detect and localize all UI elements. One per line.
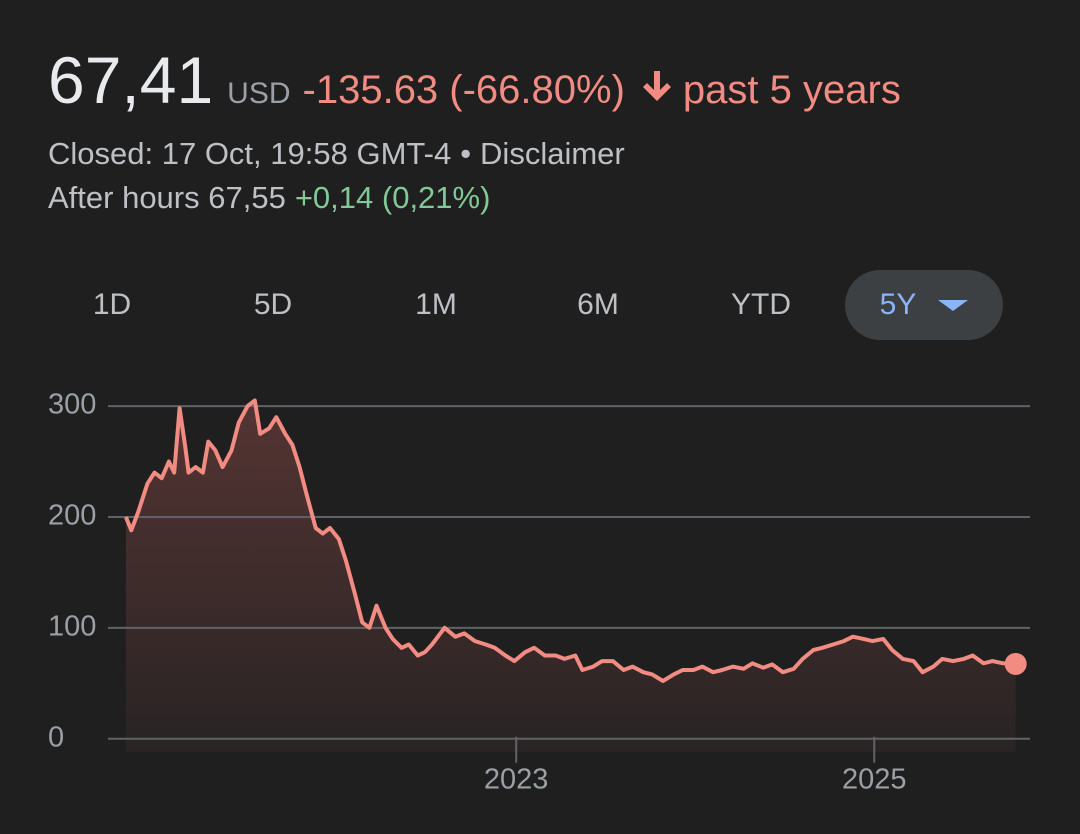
range-button[interactable]: 1M (415, 288, 457, 321)
status-row: Closed: 17 Oct, 19:58 GMT-4 • Disclaimer (48, 136, 625, 172)
range-button[interactable]: 1D (92, 288, 132, 321)
price: 67,41 (48, 43, 214, 117)
quote-row: 67,41 USD -135.63 (-66.80%) past 5 years (48, 42, 901, 118)
currency: USD (227, 77, 291, 110)
x-tick-label: 2023 (484, 764, 549, 796)
y-tick-label: 300 (48, 389, 96, 421)
y-tick-label: 200 (48, 500, 96, 532)
area-fill (125, 400, 1016, 752)
x-tick-label: 2025 (842, 764, 907, 796)
after-hours: After hours 67,55 (48, 180, 286, 215)
change: -135.63 (-66.80%) (302, 68, 625, 112)
range-label: 5Y (879, 288, 917, 321)
period: past 5 years (682, 68, 901, 112)
down-arrow (642, 71, 671, 101)
y-tick-label: 0 (48, 721, 64, 753)
dropdown-icon (938, 300, 969, 311)
closed: Closed: 17 Oct, 19:58 GMT-4 (48, 136, 452, 171)
y-tick-label: 100 (48, 610, 96, 642)
separator: • (460, 136, 472, 171)
range-button-selected[interactable]: 5Y (845, 270, 1003, 340)
after-hours-row: After hours 67,55 +0,14 (0,21%) (48, 180, 490, 216)
range-button[interactable]: 6M (577, 288, 619, 321)
price-line (124, 398, 1016, 683)
disclaimer[interactable]: Disclaimer (480, 136, 625, 171)
range-button[interactable]: YTD (731, 288, 791, 321)
after-hours-change: +0,14 (0,21%) (294, 180, 491, 215)
last-point (1004, 652, 1027, 675)
range-button[interactable]: 5D (253, 288, 293, 321)
